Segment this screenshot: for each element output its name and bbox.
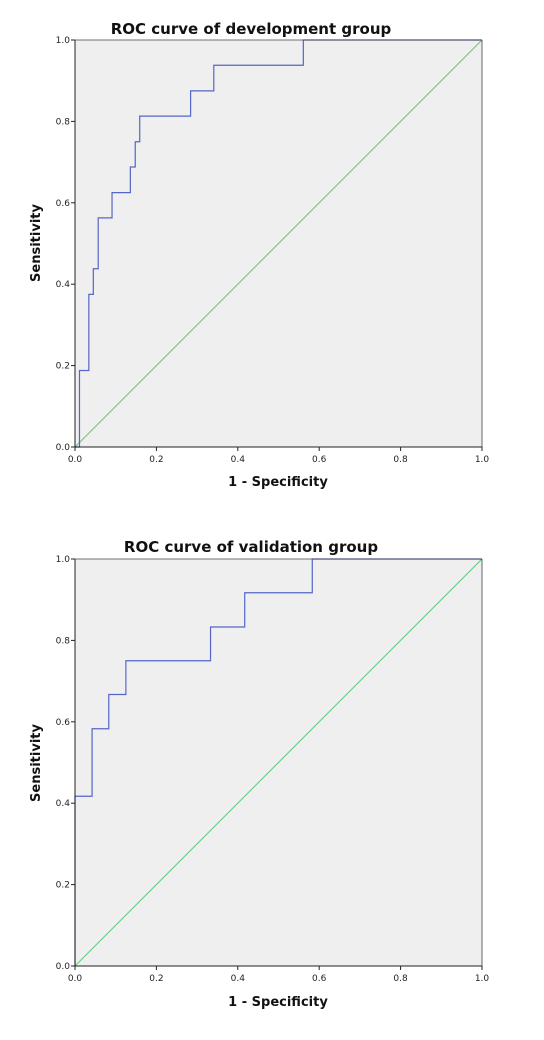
x-tick-label: 0.6	[312, 974, 327, 984]
y-tick-label: 0.0	[56, 443, 71, 453]
x-tick-label: 1.0	[475, 974, 490, 984]
x-tick-label: 0.0	[68, 455, 83, 465]
y-tick-label: 0.2	[56, 881, 70, 891]
x-tick-label: 1.0	[475, 455, 490, 465]
y-tick-label: 0.4	[56, 799, 71, 809]
chart-title: ROC curve of validation group	[124, 538, 378, 556]
x-tick-label: 0.0	[68, 974, 83, 984]
x-tick-label: 0.2	[149, 974, 163, 984]
roc-chart-development: ROC curve of development group 0.0 0.2 0.4…	[29, 20, 490, 490]
y-tick-label: 0.2	[56, 362, 70, 372]
roc-curve-line	[74, 558, 482, 966]
roc-chart-validation: ROC curve of validation group 0.0 0.2 0.4 0…	[0, 520, 544, 1040]
x-tick-label: 0.4	[231, 974, 246, 984]
x-tick-label: 0.8	[393, 974, 408, 984]
y-tick-label: 0.8	[56, 636, 71, 646]
reference-diagonal-line	[74, 558, 483, 967]
x-tick-label: 0.6	[312, 455, 327, 465]
y-tick-label: 1.0	[56, 555, 71, 565]
y-tick-label: 0.6	[56, 718, 71, 728]
roc-curve-line	[75, 39, 482, 448]
y-axis-title: Sensitivity	[29, 724, 44, 802]
y-tick-label: 0.0	[56, 962, 71, 972]
x-tick-label: 0.2	[149, 455, 163, 465]
y-tick-label: 0.8	[56, 117, 71, 127]
y-axis-title: Sensitivity	[29, 204, 44, 282]
x-tick-label: 0.4	[231, 455, 246, 465]
x-tick-label: 0.8	[393, 455, 408, 465]
chart-title: ROC curve of development group	[111, 20, 392, 38]
y-tick-label: 1.0	[56, 36, 71, 46]
y-tick-label: 0.4	[56, 280, 71, 290]
roc-chart-validation-svg: ROC curve of validation group 0.0 0.2 0.4 0…	[29, 538, 490, 1010]
x-axis-title: 1 - Specificity	[228, 995, 328, 1010]
reference-diagonal-line	[74, 39, 483, 448]
y-tick-label: 0.6	[56, 199, 71, 209]
roc-chart-development-svg: ROC curve of development group 0.0 0.2 0.4…	[29, 20, 490, 490]
x-axis-title: 1 - Specificity	[228, 475, 328, 490]
